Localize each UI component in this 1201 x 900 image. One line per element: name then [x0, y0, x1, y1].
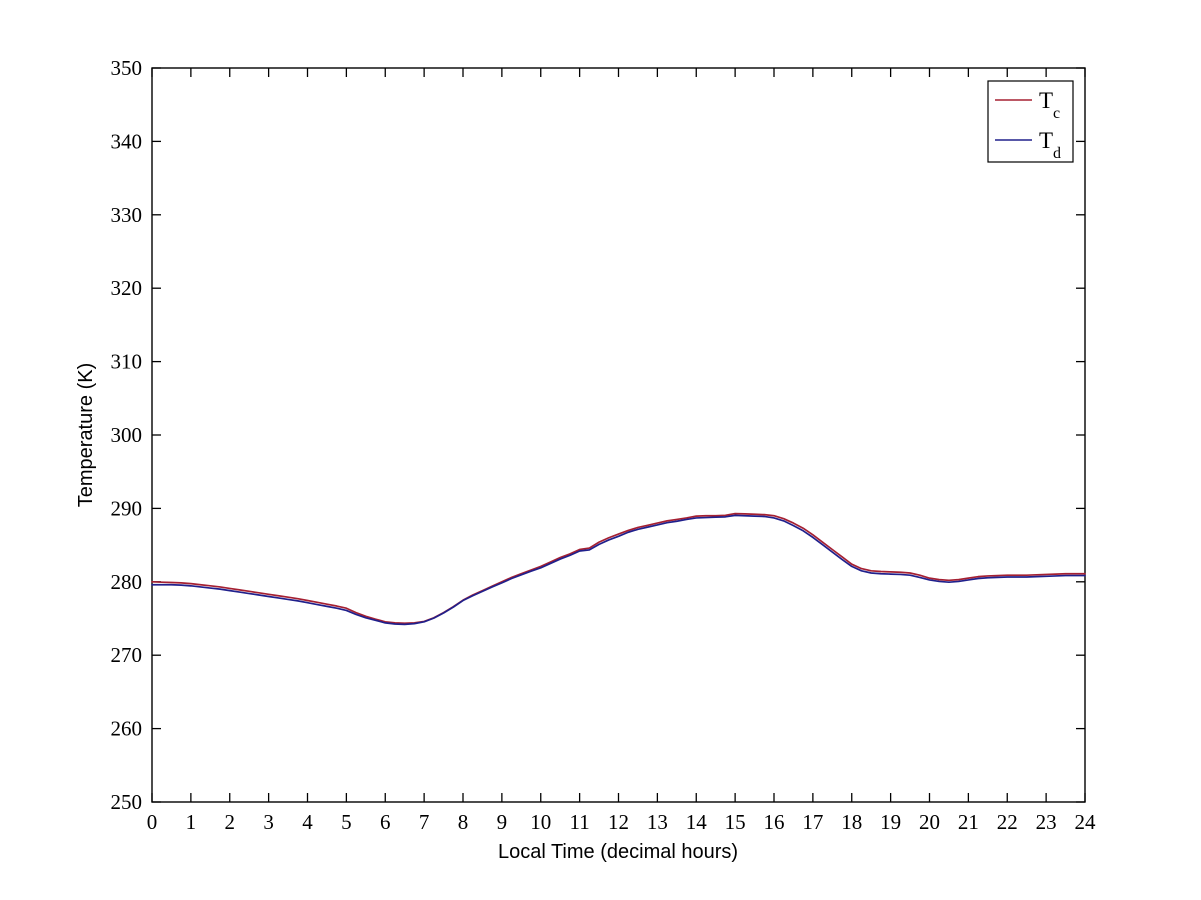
x-tick-label-6: 6 [380, 810, 391, 834]
x-axis-ticks [151, 68, 1086, 802]
legend-label-td: T [1039, 128, 1053, 153]
x-tick-label-15: 15 [725, 810, 746, 834]
legend-subscript-tc: c [1053, 105, 1060, 122]
x-tick-label-12: 12 [608, 810, 629, 834]
x-tick-label-0: 0 [147, 810, 158, 834]
x-tick-label-8: 8 [458, 810, 469, 834]
x-tick-label-2: 2 [225, 810, 236, 834]
x-tick-label-18: 18 [841, 810, 862, 834]
x-tick-label-24: 24 [1075, 810, 1097, 834]
x-tick-label-4: 4 [302, 810, 313, 834]
x-tick-label-17: 17 [802, 810, 823, 834]
x-tick-label-3: 3 [263, 810, 274, 834]
y-tick-label-290: 290 [111, 496, 143, 520]
x-tick-label-22: 22 [997, 810, 1018, 834]
x-tick-label-1: 1 [186, 810, 197, 834]
y-tick-label-300: 300 [111, 423, 143, 447]
x-tick-label-23: 23 [1036, 810, 1057, 834]
x-tick-label-10: 10 [530, 810, 551, 834]
y-tick-label-260: 260 [111, 717, 143, 741]
y-tick-label-280: 280 [111, 570, 143, 594]
x-tick-label-20: 20 [919, 810, 940, 834]
x-axis-tick-labels: 0 1 2 3 4 5 6 7 8 9 10 11 12 13 14 15 16 17 18 19 20 21 22 23 24 [147, 810, 1096, 834]
data-series-layer [151, 512, 1086, 626]
x-tick-label-11: 11 [570, 810, 590, 834]
x-tick-label-16: 16 [764, 810, 785, 834]
x-tick-label-7: 7 [419, 810, 430, 834]
y-tick-label-250: 250 [111, 790, 143, 814]
y-tick-label-350: 350 [111, 56, 143, 80]
legend-label-tc: T [1039, 88, 1053, 113]
x-tick-label-5: 5 [341, 810, 352, 834]
y-tick-label-310: 310 [111, 350, 143, 374]
x-axis-title: Local Time (decimal hours) [498, 841, 738, 863]
x-tick-label-9: 9 [497, 810, 508, 834]
x-tick-label-13: 13 [647, 810, 668, 834]
legend-box [987, 80, 1074, 163]
series-line-T_d [151, 514, 1086, 626]
y-tick-label-330: 330 [111, 203, 143, 227]
y-tick-label-270: 270 [111, 643, 143, 667]
y-axis-title: Temperature (K) [75, 363, 97, 508]
series-line-T_c [151, 512, 1086, 625]
y-tick-label-320: 320 [111, 276, 143, 300]
x-tick-label-14: 14 [686, 810, 708, 834]
legend-subscript-td: d [1053, 145, 1061, 162]
y-tick-label-340: 340 [111, 129, 143, 153]
y-axis-tick-labels: 250 260 270 280 290 300 310 320 330 340 350 [111, 56, 143, 814]
x-tick-label-19: 19 [880, 810, 901, 834]
chart-legend[interactable]: T c T d [987, 80, 1074, 163]
x-tick-label-21: 21 [958, 810, 979, 834]
